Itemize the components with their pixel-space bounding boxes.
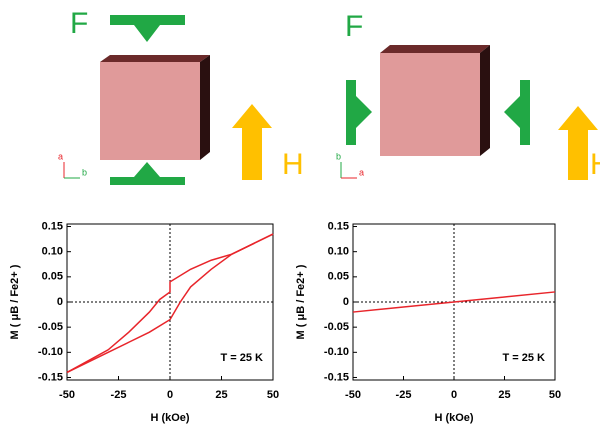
y-tick-label: -0.05 [324, 321, 349, 333]
y-tick-label: -0.05 [38, 321, 63, 333]
force-arrow [110, 15, 185, 42]
x-tick-label: 50 [267, 389, 279, 401]
x-tick-label: -25 [396, 389, 412, 401]
figure: F H a b F H b a -0.15 -0.10 -0.05 0 0.05 0.10… [0, 0, 600, 425]
axis-label: b [336, 151, 341, 161]
x-tick-label: 50 [549, 389, 561, 401]
y-tick-label: 0.05 [328, 271, 349, 283]
y-tick-label: -0.10 [38, 346, 63, 358]
y-tick-label: 0.15 [42, 220, 63, 232]
force-label: F [70, 7, 88, 40]
y-axis-label: M ( μB / Fe2+ ) [9, 264, 21, 339]
cube-top [380, 45, 490, 53]
y-tick-label: 0.05 [42, 271, 63, 283]
force-arrow [346, 80, 372, 145]
force-arrow [504, 80, 530, 145]
cube-side [200, 55, 210, 160]
y-tick-label: -0.15 [324, 371, 349, 383]
x-tick-label: -50 [345, 389, 361, 401]
axis-label: b [82, 167, 87, 177]
x-tick-label: 0 [167, 389, 173, 401]
y-tick-label: -0.15 [38, 371, 63, 383]
x-tick-label: 25 [498, 389, 510, 401]
field-label: H [590, 148, 600, 181]
cube-top [100, 55, 210, 62]
x-axis-label: H (kOe) [150, 412, 189, 424]
y-tick-label: 0 [57, 296, 63, 308]
cube-side [480, 45, 490, 156]
x-tick-label: 0 [451, 389, 457, 401]
y-tick-label: 0.10 [328, 246, 349, 258]
field-arrow [232, 104, 272, 180]
y-tick-label: 0 [343, 296, 349, 308]
diagram-right: F H b a [336, 10, 600, 181]
x-axis-label: H (kOe) [434, 412, 473, 424]
y-tick-label: -0.10 [324, 346, 349, 358]
y-axis-label: M ( μB / Fe2+ ) [295, 264, 307, 339]
annotation: T = 25 K [221, 352, 264, 364]
diagram-left: F H a b [58, 3, 304, 185]
x-tick-label: -50 [59, 389, 75, 401]
cube-front [100, 62, 200, 160]
x-tick-label: -25 [111, 389, 127, 401]
annotation: T = 25 K [503, 352, 546, 364]
x-tick-label: 25 [215, 389, 227, 401]
force-label: F [345, 10, 363, 43]
force-arrow [110, 162, 185, 185]
axis-label: a [359, 167, 364, 177]
field-label: H [282, 148, 304, 181]
y-tick-label: 0.10 [42, 246, 63, 258]
y-tick-label: 0.15 [328, 220, 349, 232]
cube-front [380, 53, 480, 156]
axis-label: a [58, 151, 63, 161]
